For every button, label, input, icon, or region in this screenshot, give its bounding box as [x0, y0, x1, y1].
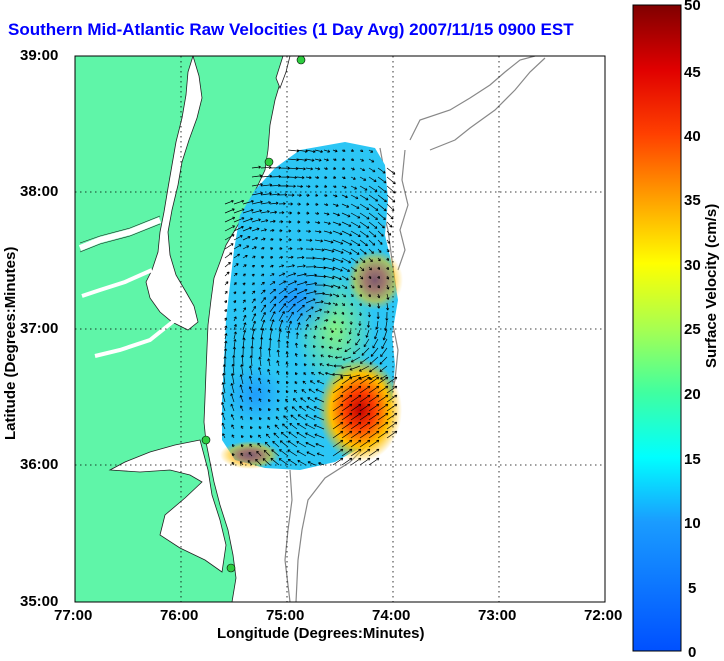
- y-tick-label: 37:00: [20, 320, 59, 337]
- delaware-bay: [275, 56, 291, 90]
- pamlico-sound: [108, 439, 227, 573]
- bathymetry-contour: [397, 56, 536, 271]
- chesapeake-bay: [145, 56, 203, 331]
- map-title: Southern Mid-Atlantic Raw Velocities (1 …: [8, 20, 574, 39]
- river: [81, 268, 153, 298]
- x-tick-label: 75:00: [266, 607, 305, 624]
- y-tick-label: 38:00: [20, 183, 59, 200]
- station-1: [296, 56, 306, 65]
- colorbar-tick-label: 15: [684, 451, 701, 468]
- moderate-current-region: [220, 441, 280, 469]
- plot-frame: [74, 55, 606, 603]
- colorbar-tick-label: 45: [684, 64, 701, 81]
- colorbar-tick-label: 50: [684, 0, 701, 14]
- colorbar-tick-label: 25: [684, 321, 701, 338]
- river: [79, 215, 161, 253]
- velocity-arrow-set: [221, 149, 398, 466]
- x-tick-label: 77:00: [54, 607, 93, 624]
- y-tick-label: 36:00: [20, 456, 59, 473]
- colorbar-tick-label: 5: [688, 580, 697, 597]
- river: [78, 217, 162, 251]
- station-2: [264, 157, 274, 167]
- colorbar-tick-label: 30: [684, 257, 701, 274]
- bathymetry-contour: [429, 57, 546, 151]
- x-tick-label: 76:00: [160, 607, 199, 624]
- slow-current-region: [225, 365, 285, 425]
- y-axis-label: Latitude (Degrees:Minutes): [2, 246, 19, 440]
- colorbar-label: Surface Velocity (cm/s): [703, 203, 720, 368]
- x-tick-label: 72:00: [584, 607, 623, 624]
- velocity-arrows: [221, 149, 398, 466]
- colorbar-tick-label: 0: [688, 644, 697, 661]
- colorbar-tick-label: 35: [684, 192, 701, 209]
- colorbar: [632, 4, 682, 652]
- y-tick-label: 39:00: [20, 47, 59, 64]
- gridlines: [75, 56, 605, 602]
- station-3: [201, 435, 211, 445]
- river: [94, 318, 177, 358]
- bathymetry-contour: [284, 469, 293, 602]
- colorbar-tick-label: 40: [684, 128, 701, 145]
- x-tick-label: 74:00: [372, 607, 411, 624]
- colorbar-tick-label: 10: [684, 515, 701, 532]
- station-4: [226, 563, 236, 573]
- colorbar-tick-label: 20: [684, 386, 701, 403]
- x-tick-label: 73:00: [478, 607, 517, 624]
- x-axis-label: Longitude (Degrees:Minutes): [217, 625, 425, 642]
- y-tick-label: 35:00: [20, 593, 59, 610]
